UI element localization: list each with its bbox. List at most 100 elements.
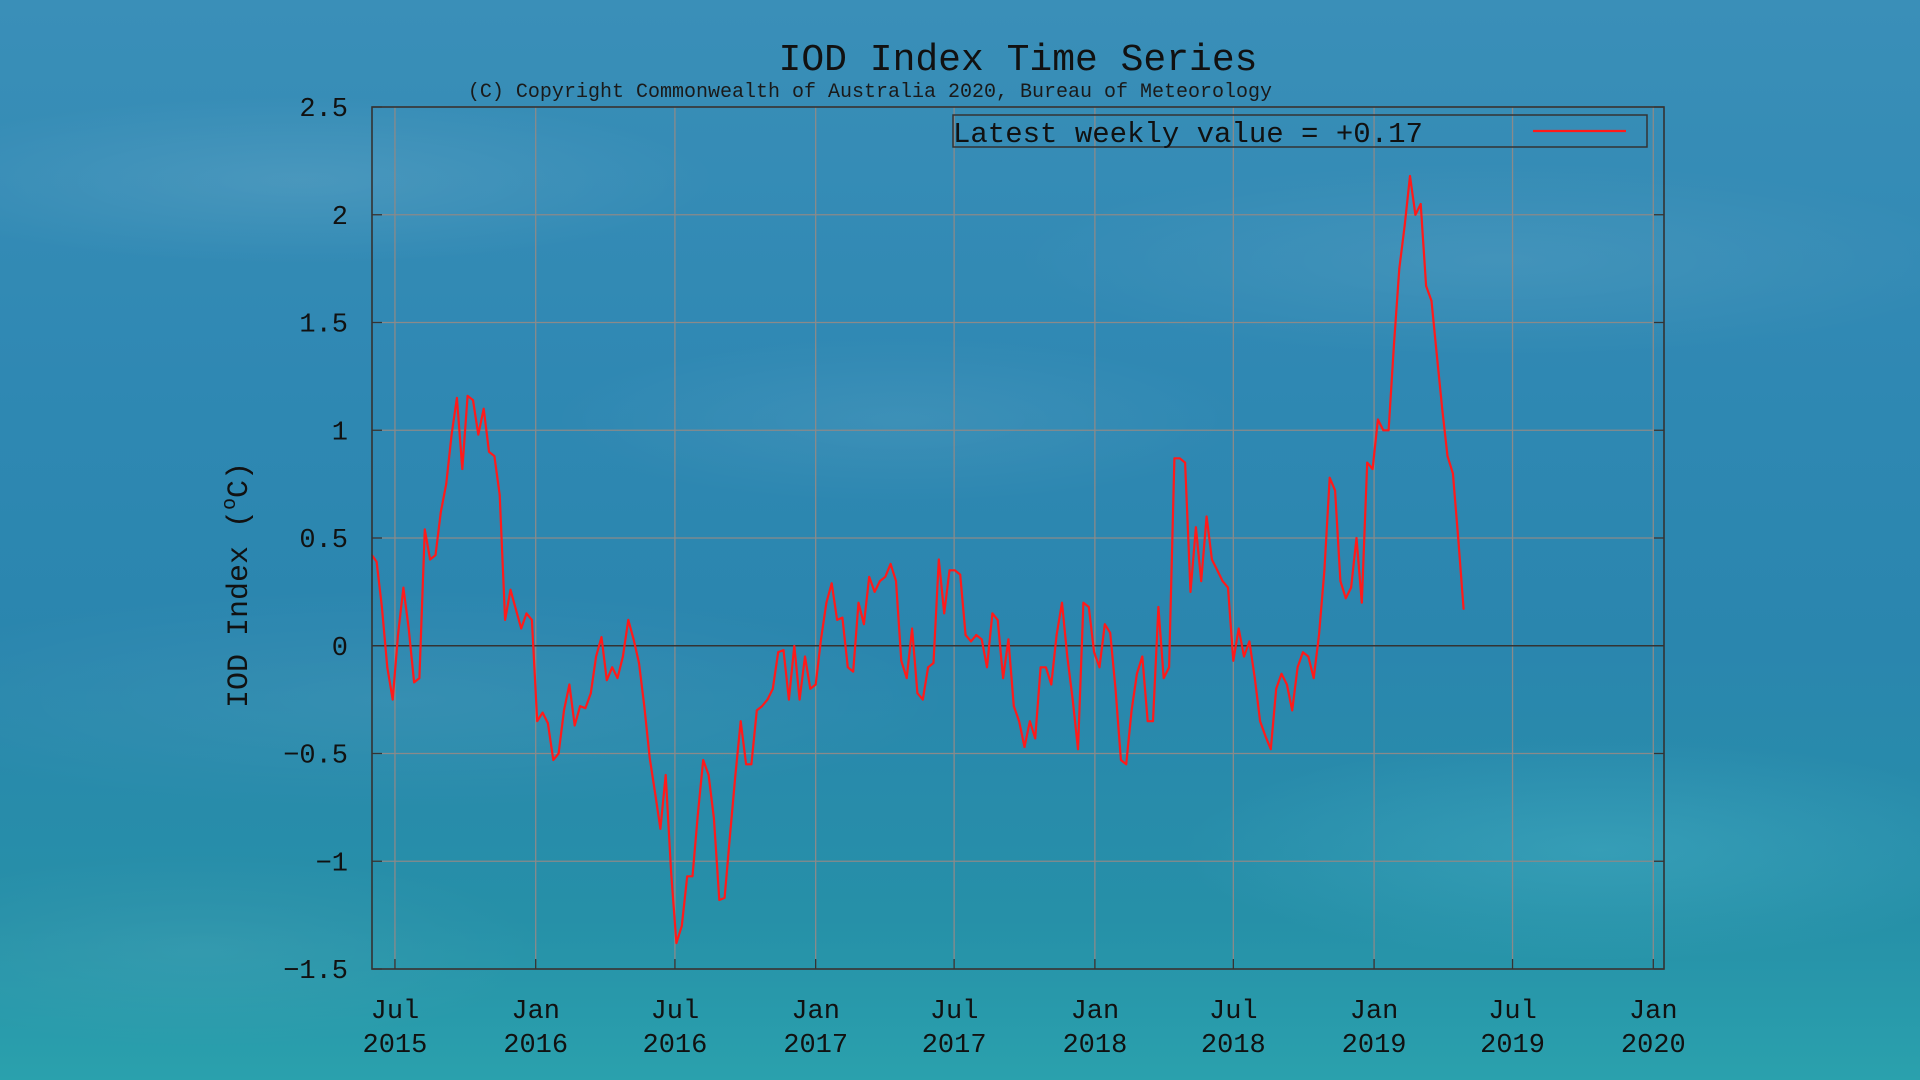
data-point	[498, 494, 501, 496]
data-point	[1034, 737, 1037, 740]
data-point	[836, 619, 838, 621]
y-tick-label: 2	[332, 203, 348, 233]
data-point	[1302, 651, 1304, 654]
data-point	[814, 683, 817, 686]
y-tick-labels: −1.5 −1 −0.5 0 0.5 1 1.5 2 2.5	[283, 95, 348, 987]
data-point	[889, 563, 892, 565]
data-point	[1264, 735, 1267, 738]
data-point	[461, 468, 464, 470]
data-point	[541, 711, 544, 714]
x-tick-label: 2019	[1342, 1031, 1407, 1061]
data-point	[1098, 666, 1101, 669]
plot-border	[371, 106, 1665, 970]
legend-box	[952, 114, 1648, 148]
data-point	[1286, 683, 1288, 686]
data-point	[1275, 687, 1278, 690]
data-point	[1350, 586, 1352, 589]
data-point	[1002, 677, 1004, 679]
x-tick-label: 2018	[1062, 1031, 1127, 1061]
x-tick-label: 2020	[1621, 1031, 1686, 1061]
plot-frame	[371, 106, 1665, 970]
data-point	[1023, 746, 1026, 748]
data-point	[611, 666, 614, 669]
data-point	[1168, 666, 1170, 669]
data-point	[1007, 638, 1010, 641]
data-point	[954, 569, 956, 572]
data-point	[916, 692, 919, 695]
x-tick-label: 2015	[363, 1031, 428, 1061]
data-point	[1462, 608, 1465, 610]
data-point	[1012, 705, 1015, 707]
data-point	[493, 455, 496, 457]
data-point	[509, 588, 512, 591]
data-point	[1269, 748, 1272, 751]
data-point	[402, 586, 405, 589]
data-point	[852, 670, 855, 673]
y-tick-label: −0.5	[283, 742, 348, 772]
data-point	[884, 575, 887, 578]
x-tick-label: Jul	[1209, 997, 1258, 1027]
data-point	[1055, 634, 1058, 636]
y-tick-label: 0	[332, 634, 348, 664]
data-point	[750, 763, 753, 766]
data-point	[1253, 677, 1256, 679]
data-point	[702, 759, 705, 761]
y-tick-label: 1	[332, 418, 348, 448]
data-point	[654, 791, 656, 794]
data-point	[1087, 606, 1090, 608]
data-point	[675, 942, 678, 944]
data-point	[873, 591, 876, 593]
x-tick-label: Jul	[930, 997, 979, 1027]
x-tick-label: 2019	[1480, 1031, 1545, 1061]
series-group	[371, 174, 1465, 945]
data-point	[1355, 537, 1358, 539]
data-point	[605, 679, 608, 682]
data-point	[456, 397, 458, 399]
data-point	[568, 683, 571, 686]
data-point	[429, 558, 431, 561]
data-point	[820, 638, 822, 641]
data-point	[531, 619, 533, 621]
x-tick-label: Jan	[1629, 997, 1678, 1027]
data-point	[921, 698, 924, 701]
data-point	[1291, 709, 1294, 712]
legend-label: Latest weekly value = +0.17	[953, 118, 1423, 151]
data-point	[525, 612, 528, 615]
y-tick-label: 0.5	[299, 526, 348, 556]
data-point	[927, 666, 929, 669]
data-point	[1323, 569, 1326, 572]
x-tick-label: Jul	[1488, 997, 1537, 1027]
data-point	[445, 483, 448, 485]
data-point	[986, 666, 988, 669]
data-point	[547, 722, 549, 725]
data-point	[1184, 461, 1186, 464]
data-point	[1141, 655, 1144, 658]
data-point	[1296, 666, 1299, 669]
data-point	[1216, 569, 1219, 572]
data-point	[552, 759, 555, 761]
data-point	[600, 636, 603, 638]
data-point	[1452, 472, 1454, 475]
data-point	[734, 774, 737, 776]
data-point	[1387, 429, 1390, 432]
data-point	[1259, 720, 1261, 723]
data-point	[472, 399, 474, 401]
data-point	[520, 627, 523, 630]
data-point	[1152, 720, 1154, 723]
data-point	[381, 606, 383, 608]
data-point	[616, 677, 619, 679]
x-tick-label: Jul	[371, 997, 420, 1027]
data-point	[1045, 666, 1047, 669]
y-axis-label: IOD Index (oC)	[219, 462, 257, 708]
data-point	[707, 774, 710, 776]
data-point	[879, 580, 881, 582]
data-point	[1430, 300, 1433, 302]
data-point	[1237, 627, 1240, 630]
data-point	[841, 616, 844, 619]
data-point	[804, 655, 806, 658]
x-tick-label: 2018	[1201, 1031, 1266, 1061]
data-point	[1360, 601, 1363, 604]
data-point	[991, 612, 994, 615]
data-point	[1441, 407, 1444, 410]
